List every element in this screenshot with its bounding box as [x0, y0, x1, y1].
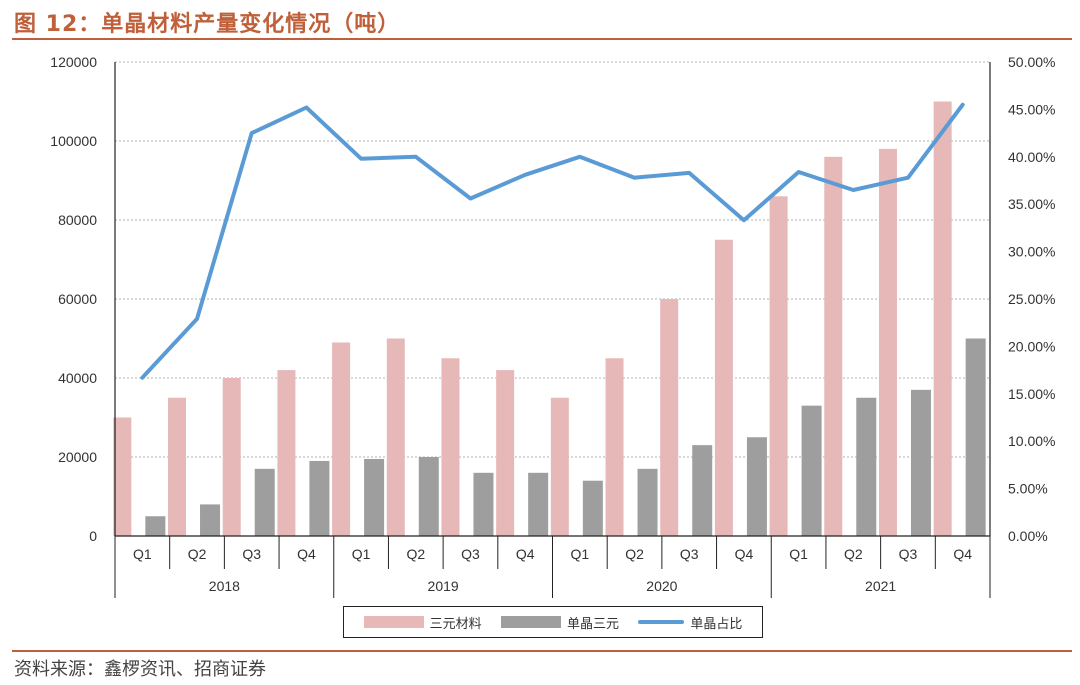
y-left-tick-label: 80000: [58, 212, 97, 228]
bar-single-crystal: [856, 397, 877, 536]
x-tick-label: Q3: [242, 546, 261, 562]
x-tick-label: Q3: [461, 546, 480, 562]
bar-single-crystal: [692, 445, 713, 536]
x-tick-label: Q4: [297, 546, 316, 562]
x-tick-label: Q2: [188, 546, 207, 562]
y-right-tick-label: 25.00%: [1008, 291, 1055, 307]
y-right-tick-label: 20.00%: [1008, 338, 1055, 354]
x-tick-label: Q2: [625, 546, 644, 562]
y-left-tick-label: 100000: [50, 133, 97, 149]
bar-ternary: [113, 417, 132, 536]
y-left-tick-label: 60000: [58, 291, 97, 307]
x-tick-label: Q4: [953, 546, 972, 562]
x-group-label: 2020: [646, 578, 677, 594]
x-group-label: 2019: [428, 578, 459, 594]
bar-single-crystal: [801, 405, 822, 536]
bar-ternary: [168, 397, 187, 536]
x-tick-label: Q1: [133, 546, 152, 562]
bar-ternary: [550, 397, 569, 536]
share-line-series: [140, 102, 965, 380]
axes: 0 20000 40000 60000 80000 100000 120000 0.00% 5.…: [50, 54, 1055, 598]
bar-ternary: [824, 156, 843, 537]
bar-single-crystal: [746, 437, 767, 536]
x-tick-label: Q3: [680, 546, 699, 562]
combo-chart: 0 20000 40000 60000 80000 100000 120000 0.00% 5.…: [50, 54, 1055, 598]
legend-line-share: [638, 620, 685, 624]
title-divider: [12, 38, 1072, 40]
bar-single-crystal: [473, 472, 494, 536]
legend-item-single-crystal: 单晶三元: [500, 613, 619, 632]
bar-ternary: [441, 358, 460, 536]
footer-divider: [12, 650, 1072, 652]
bar-ternary: [660, 299, 679, 536]
chart-legend: 三元材料 单晶三元 单晶占比: [343, 606, 763, 638]
y-right-tick-label: 0.00%: [1008, 528, 1048, 544]
x-tick-label: Q1: [352, 546, 371, 562]
bar-ternary: [769, 196, 788, 537]
x-tick-label: Q3: [899, 546, 918, 562]
x-tick-label: Q2: [844, 546, 863, 562]
bar-single-crystal: [364, 458, 385, 536]
x-group-label: 2021: [865, 578, 896, 594]
legend-label-share: 单晶占比: [690, 616, 743, 632]
y-right-tick-label: 40.00%: [1008, 149, 1055, 165]
bar-single-crystal: [582, 480, 603, 536]
y-right-tick-label: 45.00%: [1008, 101, 1055, 117]
bar-ternary: [714, 239, 733, 536]
bar-single-crystal: [200, 504, 221, 536]
bar-single-crystal: [309, 460, 330, 536]
bar-ternary: [332, 342, 351, 536]
legend-swatch-ternary: [363, 616, 424, 628]
legend-swatch-single-crystal: [500, 616, 561, 628]
bar-ternary: [222, 378, 241, 536]
bar-single-crystal: [254, 468, 275, 536]
bar-single-crystal: [528, 472, 549, 536]
bar-ternary: [605, 358, 624, 536]
bar-ternary: [878, 148, 897, 536]
legend-label-single-crystal: 单晶三元: [566, 616, 619, 632]
legend-item-share: 单晶占比: [638, 613, 742, 632]
bar-ternary: [496, 370, 515, 536]
bar-series: [113, 101, 986, 537]
y-right-tick-label: 15.00%: [1008, 386, 1055, 402]
x-tick-label: Q4: [516, 546, 535, 562]
bar-ternary: [933, 101, 952, 536]
share-line: [140, 102, 965, 380]
x-tick-label: Q1: [571, 546, 590, 562]
y-right-tick-label: 50.00%: [1008, 54, 1055, 70]
y-right-tick-label: 35.00%: [1008, 196, 1055, 212]
bar-single-crystal: [965, 338, 986, 536]
y-right-tick-label: 30.00%: [1008, 244, 1055, 260]
x-group-label: 2018: [209, 578, 240, 594]
y-right-tick-label: 10.00%: [1008, 433, 1055, 449]
x-tick-label: Q2: [406, 546, 425, 562]
legend-item-ternary: 三元材料: [363, 613, 482, 632]
y-left-tick-label: 20000: [58, 449, 97, 465]
y-right-tick-label: 5.00%: [1008, 481, 1048, 497]
bar-single-crystal: [145, 516, 166, 536]
bar-single-crystal: [637, 468, 658, 536]
source-note: 资料来源：鑫椤资讯、招商证券: [14, 659, 266, 680]
y-left-tick-label: 40000: [58, 370, 97, 386]
x-tick-label: Q1: [789, 546, 808, 562]
bar-single-crystal: [418, 457, 439, 536]
y-left-tick-label: 0: [89, 528, 97, 544]
bar-single-crystal: [910, 389, 931, 536]
bar-ternary: [386, 338, 405, 536]
y-left-tick-label: 120000: [50, 54, 97, 70]
x-tick-label: Q4: [735, 546, 754, 562]
bar-ternary: [277, 370, 296, 536]
legend-label-ternary: 三元材料: [429, 616, 482, 632]
figure-title: 图 12：单晶材料产量变化情况（吨）: [14, 12, 401, 37]
